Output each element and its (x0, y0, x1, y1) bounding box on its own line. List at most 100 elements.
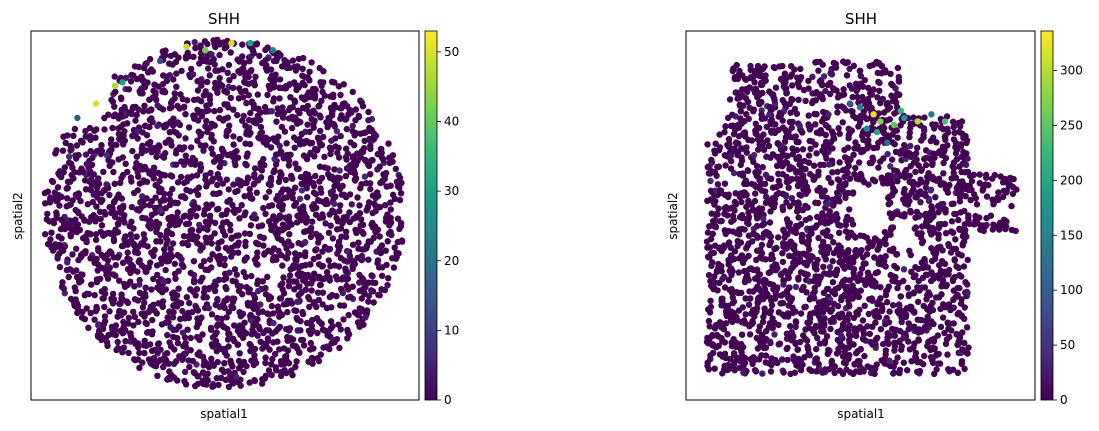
data-point (748, 137, 756, 144)
data-point (130, 322, 137, 329)
data-point (337, 254, 345, 262)
data-point (289, 371, 296, 379)
data-point (813, 368, 820, 375)
data-point (783, 330, 791, 337)
data-point (953, 263, 960, 270)
data-point (277, 282, 284, 289)
data-point (887, 70, 894, 78)
data-point (206, 256, 214, 263)
data-point (337, 184, 344, 191)
data-point (914, 298, 922, 306)
data-point (805, 159, 813, 166)
data-point (841, 348, 848, 355)
data-point (776, 63, 783, 70)
data-point (171, 51, 178, 58)
data-point (148, 66, 155, 73)
data-point (920, 302, 927, 310)
data-point (188, 65, 195, 73)
data-point (849, 221, 857, 228)
data-point (304, 121, 311, 128)
data-point (95, 245, 102, 252)
data-point (135, 173, 142, 180)
data-point (258, 222, 266, 229)
data-point (962, 161, 970, 168)
data-point (902, 200, 909, 207)
data-point (773, 244, 780, 252)
data-point (119, 259, 127, 266)
data-point (189, 154, 196, 162)
data-point (812, 260, 819, 267)
data-point (195, 128, 202, 135)
data-point (813, 222, 820, 229)
data-point (791, 66, 798, 73)
data-point (275, 133, 282, 140)
data-point (269, 215, 277, 222)
data-point (180, 263, 187, 270)
data-point (156, 143, 163, 150)
data-point (889, 302, 897, 309)
data-point (207, 326, 215, 333)
data-point (154, 148, 161, 155)
data-point (327, 222, 334, 229)
data-point (182, 111, 189, 118)
data-point (735, 140, 742, 147)
data-point (754, 94, 761, 101)
data-point (995, 189, 1002, 196)
data-point (243, 99, 250, 107)
data-point (745, 220, 752, 228)
data-point (202, 57, 209, 65)
data-point (748, 321, 755, 328)
data-point (197, 278, 204, 285)
data-point (787, 370, 794, 378)
data-point (114, 313, 121, 320)
data-point (921, 256, 928, 263)
data-point (705, 317, 713, 325)
data-point (316, 112, 323, 119)
data-point (842, 107, 850, 114)
data-point (289, 57, 297, 64)
data-point (987, 212, 995, 219)
data-point (293, 307, 300, 314)
data-point (815, 280, 822, 288)
data-point (874, 94, 881, 101)
data-point (392, 165, 399, 173)
data-point (738, 319, 746, 326)
data-point (271, 77, 279, 84)
data-point (322, 220, 329, 227)
data-point (756, 205, 763, 212)
data-point (139, 129, 146, 136)
data-point (307, 224, 315, 232)
data-point (119, 296, 126, 303)
data-point (745, 209, 752, 216)
data-point (154, 372, 161, 379)
data-point (242, 160, 249, 168)
data-point (745, 215, 752, 223)
data-point (384, 238, 391, 245)
data-point (769, 324, 776, 332)
data-point (327, 263, 334, 270)
data-point (391, 244, 398, 251)
data-point (932, 121, 939, 128)
data-point (374, 226, 382, 233)
data-point (820, 73, 828, 80)
data-point (736, 71, 743, 78)
data-point (789, 151, 796, 158)
data-point (957, 123, 964, 130)
data-point (757, 175, 764, 182)
data-point (316, 163, 324, 170)
data-point (367, 142, 374, 150)
data-point (54, 255, 61, 262)
data-point (840, 359, 848, 366)
data-point (288, 174, 296, 182)
data-point (117, 111, 125, 118)
data-point (129, 147, 136, 155)
data-point (269, 330, 276, 337)
data-point (907, 142, 914, 150)
data-point (846, 206, 853, 213)
data-point (721, 227, 728, 234)
data-point (307, 149, 314, 156)
data-point (777, 111, 785, 119)
data-point (344, 286, 352, 293)
data-point (762, 199, 770, 206)
data-point (958, 118, 966, 125)
